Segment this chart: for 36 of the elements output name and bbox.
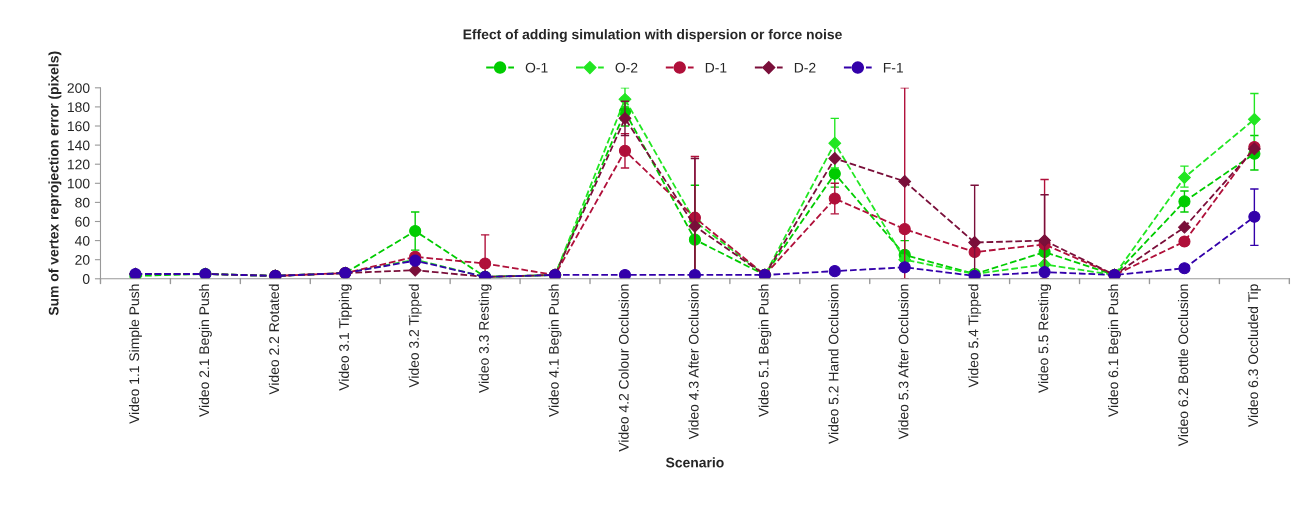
- legend-label: D-1: [705, 62, 727, 73]
- x-tick-label: Video 2.2 Rotated: [268, 284, 280, 395]
- x-tick-label: Video 6.1 Begin Push: [1108, 284, 1121, 417]
- x-tick-label: Video 5.3 After Occlusion: [898, 284, 909, 440]
- legend-label: F-1: [883, 62, 903, 73]
- x-tick-label: Video 5.5 Resting: [1038, 284, 1052, 393]
- x-tick-label: Video 5.1 Begin Push: [758, 284, 772, 417]
- x-tick-label: Video 2.1 Begin Push: [198, 284, 212, 417]
- y-tick-label: 160: [67, 121, 90, 132]
- y-tick-label: 40: [74, 235, 90, 246]
- y-tick-label: 100: [67, 178, 90, 189]
- chart-title: Effect of adding simulation with dispersion or force noise: [463, 29, 842, 43]
- y-tick-label: 80: [75, 197, 90, 208]
- x-tick-label: Video 6.3 Occluded Tip: [1247, 284, 1261, 427]
- y-tick-label: 60: [75, 216, 90, 227]
- x-tick-label: Video 6.2 Bottle Occlusion: [1177, 284, 1189, 447]
- x-tick-label: Video 5.4 Tipped: [968, 284, 982, 388]
- x-tick-label: Video 1.1 Simple Push: [128, 284, 142, 424]
- y-tick-label: 0: [82, 274, 90, 284]
- legend-label: O-1: [525, 62, 548, 73]
- x-tick-label: Video 3.2 Tipped: [408, 284, 422, 388]
- x-axis-title: Scenario: [665, 457, 724, 468]
- x-tick-label: Video 3.3 Resting: [478, 284, 492, 393]
- y-tick-label: 20: [75, 255, 90, 265]
- x-tick-label: Video 4.1 Begin Push: [548, 284, 562, 417]
- y-tick-label: 200: [67, 83, 90, 93]
- y-axis-title: Sum of vertex reprojection error (pixels): [48, 51, 62, 316]
- legend-label: O-2: [615, 62, 638, 73]
- x-tick-label: Video 4.2 Colour Occlusion: [618, 284, 629, 452]
- legend-label: D-2: [794, 62, 816, 73]
- x-tick-label: Video 3.1 Tipping: [338, 284, 352, 391]
- x-tick-label: Video 4.3 After Occlusion: [688, 284, 699, 440]
- y-tick-label: 120: [67, 159, 90, 170]
- y-tick-label: 140: [67, 140, 90, 151]
- y-tick-label: 180: [67, 102, 90, 113]
- x-tick-label: Video 5.2 Hand Occlusion: [828, 284, 839, 444]
